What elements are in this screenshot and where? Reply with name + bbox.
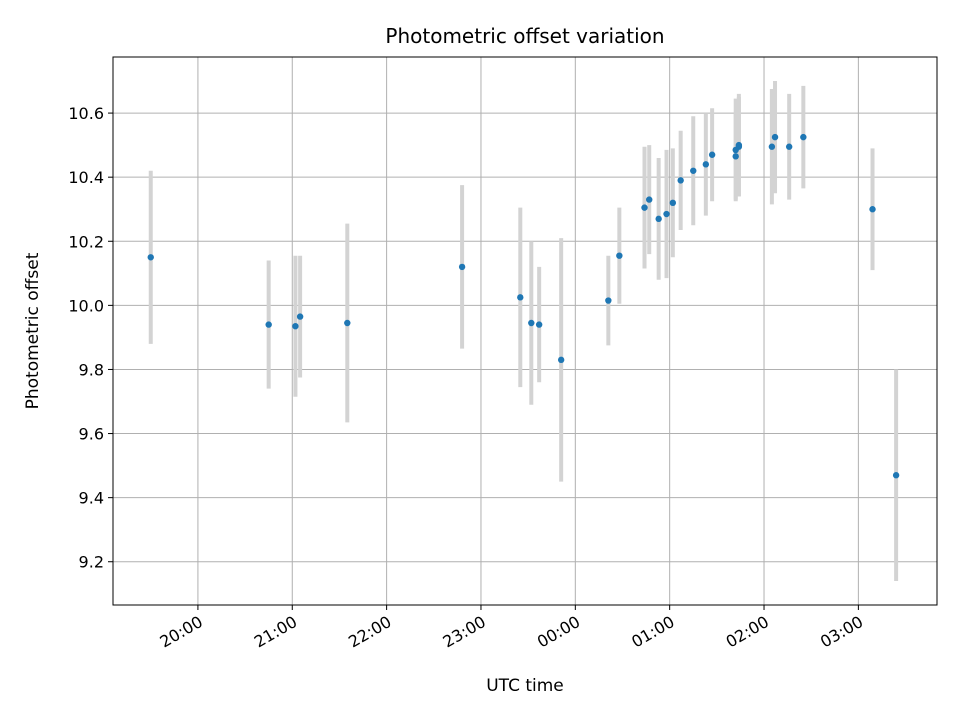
data-point (702, 161, 710, 168)
data-point (732, 153, 739, 160)
data-point (663, 210, 670, 218)
y-axis-ticks: 9.2 9.4 9.6 9.8 10.0 10.2 10.4 10.6 (68, 104, 113, 572)
data-point (265, 321, 272, 328)
data-point (344, 319, 351, 327)
data-point (517, 294, 524, 301)
y-tick-label: 10.6 (68, 104, 104, 123)
data-point (690, 167, 697, 174)
data-point (616, 252, 623, 259)
y-tick-label: 9.2 (79, 553, 104, 572)
data-point (869, 206, 876, 213)
data-point (708, 151, 716, 158)
y-tick-label: 9.4 (79, 489, 104, 508)
data-point (785, 143, 793, 150)
y-tick-label: 10.2 (68, 232, 104, 251)
data-point (735, 141, 743, 149)
data-point (768, 143, 776, 150)
data-point (535, 321, 543, 328)
data-point (296, 313, 304, 320)
data-point (458, 263, 466, 271)
data-point (641, 204, 648, 211)
y-axis-label: Photometric offset (23, 252, 43, 409)
data-points (147, 133, 900, 479)
data-point (646, 196, 653, 203)
data-point (771, 133, 779, 141)
data-point (292, 322, 299, 330)
data-point (557, 356, 565, 364)
y-tick-label: 9.8 (79, 360, 104, 379)
grid-lines (113, 57, 937, 605)
chart-title: Photometric offset variation (385, 24, 664, 48)
plot-frame (112, 56, 938, 606)
data-point (669, 199, 677, 207)
data-point (605, 297, 612, 304)
data-point (677, 177, 684, 184)
y-tick-label: 9.6 (79, 425, 104, 444)
y-tick-label: 10.0 (68, 296, 104, 315)
x-axis-label: UTC time (486, 676, 564, 696)
data-point (147, 254, 154, 261)
data-point (655, 215, 662, 223)
data-point (800, 133, 807, 141)
data-point (528, 319, 535, 327)
data-point (892, 472, 900, 479)
y-tick-label: 10.4 (68, 168, 104, 187)
